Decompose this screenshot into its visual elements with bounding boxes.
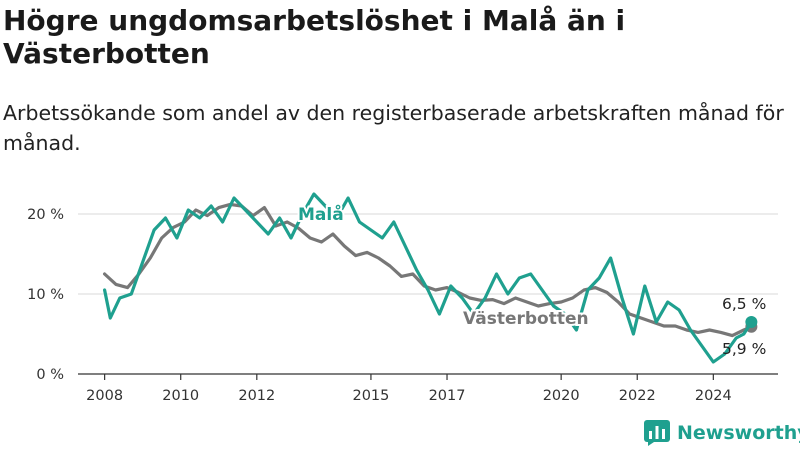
x-tick-label: 2015 bbox=[352, 388, 389, 404]
x-tick-label: 2012 bbox=[238, 388, 275, 404]
x-tick-label: 2010 bbox=[162, 388, 199, 404]
series-label-vasterbotten: Västerbotten bbox=[463, 309, 589, 329]
end-value-label-mala: 6,5 % bbox=[722, 295, 766, 313]
y-tick-label: 0 % bbox=[36, 367, 64, 383]
y-tick-label: 20 % bbox=[27, 207, 64, 223]
chart-title: Högre ungdomsarbetslöshet i Malå än i Vä… bbox=[3, 4, 626, 70]
brand-name: Newsworthy bbox=[677, 422, 800, 444]
x-tick-label: 2022 bbox=[619, 388, 656, 404]
series-label-mala: Malå bbox=[298, 203, 344, 225]
series-line-vasterbotten bbox=[103, 202, 753, 338]
y-tick-label: 10 % bbox=[27, 287, 64, 303]
brand-logo: Newsworthy bbox=[644, 418, 800, 448]
x-tick-label: 2017 bbox=[429, 388, 466, 404]
x-tick-label: 2024 bbox=[695, 388, 732, 404]
x-tick-label: 2008 bbox=[86, 388, 123, 404]
bar-chart-icon bbox=[644, 420, 670, 446]
series-end-point bbox=[745, 316, 758, 328]
x-tick-label: 2020 bbox=[543, 388, 580, 404]
series-line-mala bbox=[103, 192, 753, 364]
chart-subtitle: Arbetssökande som andel av den registerb… bbox=[3, 101, 784, 155]
end-value-label-vasterbotten: 5,9 % bbox=[722, 340, 766, 358]
